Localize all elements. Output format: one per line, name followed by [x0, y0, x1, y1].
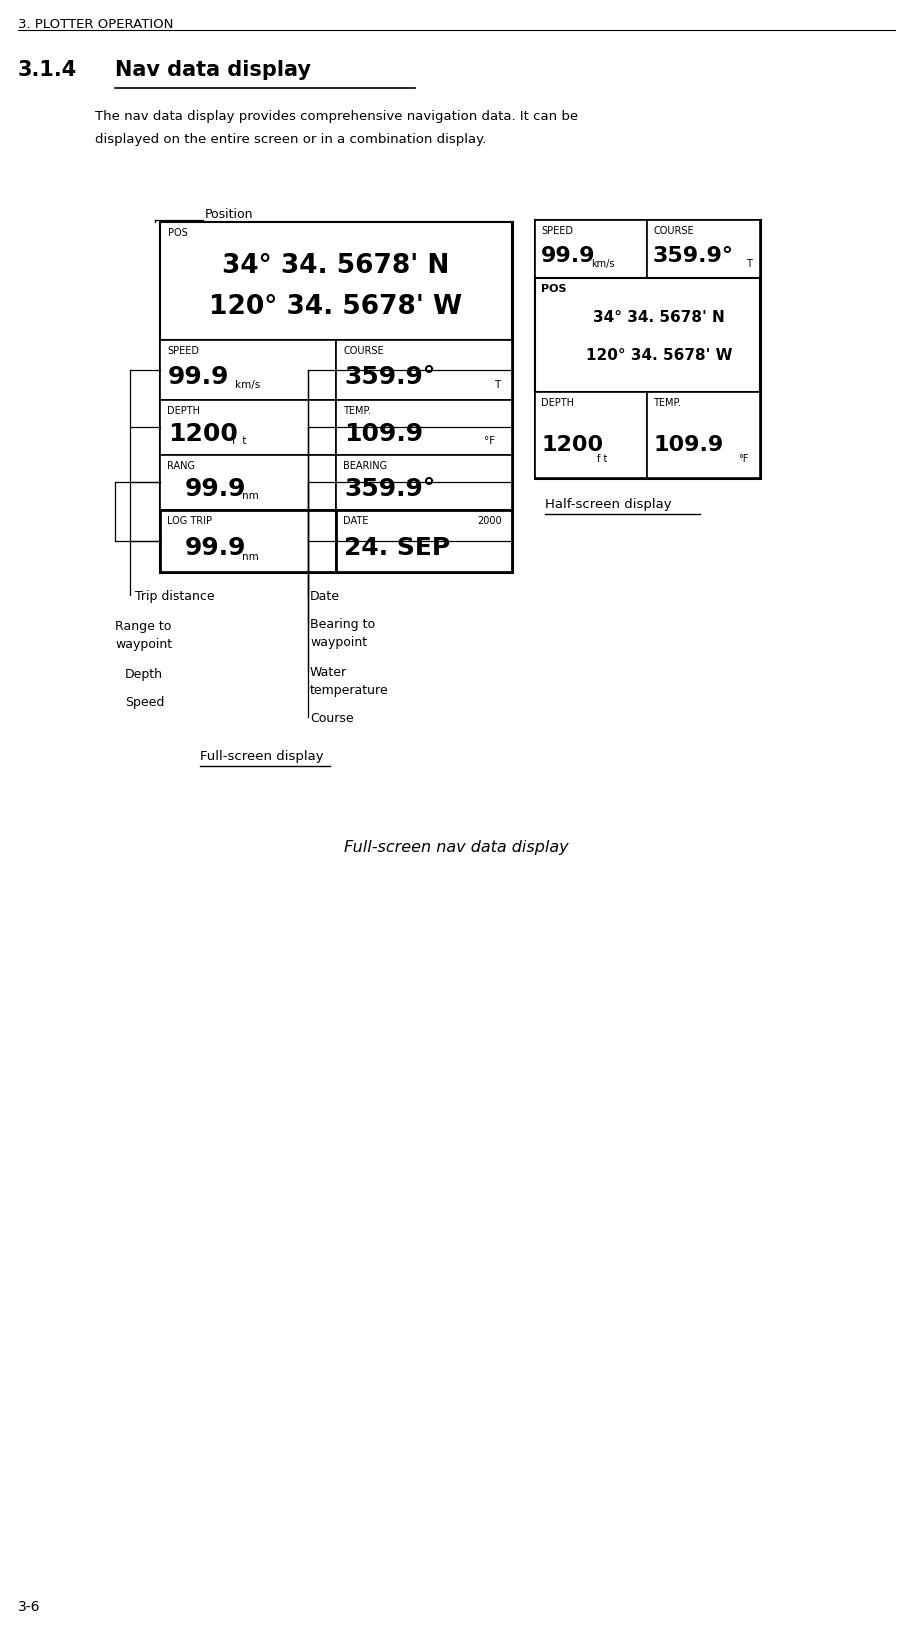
Text: 99.9: 99.9	[185, 536, 247, 560]
Text: 109.9: 109.9	[653, 435, 723, 456]
Text: T: T	[494, 381, 500, 391]
FancyBboxPatch shape	[336, 510, 512, 572]
FancyBboxPatch shape	[535, 221, 760, 479]
Text: Speed: Speed	[125, 696, 164, 709]
Text: COURSE: COURSE	[653, 225, 694, 235]
Text: DEPTH: DEPTH	[541, 399, 574, 408]
Text: Full-screen display: Full-screen display	[200, 750, 323, 763]
Text: 359.9°: 359.9°	[653, 247, 734, 266]
Text: °F: °F	[484, 436, 495, 446]
FancyBboxPatch shape	[647, 392, 760, 479]
FancyBboxPatch shape	[160, 510, 336, 572]
Text: RANG: RANG	[167, 461, 195, 471]
Text: POS: POS	[541, 284, 566, 294]
Text: f t: f t	[597, 454, 607, 464]
Text: 1200: 1200	[541, 435, 603, 456]
Text: 3-6: 3-6	[18, 1600, 40, 1614]
Text: SPEED: SPEED	[167, 346, 199, 356]
Text: 359.9°: 359.9°	[344, 366, 436, 389]
Text: 109.9: 109.9	[344, 422, 423, 446]
Text: COURSE: COURSE	[343, 346, 383, 356]
Text: Course: Course	[310, 712, 353, 725]
Text: Water: Water	[310, 667, 347, 680]
Text: waypoint: waypoint	[115, 637, 173, 650]
Text: 120° 34. 5678' W: 120° 34. 5678' W	[585, 348, 732, 363]
Text: displayed on the entire screen or in a combination display.: displayed on the entire screen or in a c…	[95, 132, 487, 145]
Text: 34° 34. 5678' N: 34° 34. 5678' N	[222, 253, 450, 279]
Text: 2000: 2000	[477, 516, 502, 526]
Text: Half-screen display: Half-screen display	[545, 498, 672, 511]
FancyBboxPatch shape	[535, 278, 760, 392]
FancyBboxPatch shape	[160, 340, 336, 400]
FancyBboxPatch shape	[535, 392, 647, 479]
Text: 120° 34. 5678' W: 120° 34. 5678' W	[209, 294, 463, 320]
Text: km/s: km/s	[235, 381, 260, 391]
Text: 3. PLOTTER OPERATION: 3. PLOTTER OPERATION	[18, 18, 173, 31]
Text: T: T	[746, 258, 752, 268]
Text: Full-screen nav data display: Full-screen nav data display	[343, 840, 568, 855]
Text: waypoint: waypoint	[310, 636, 367, 649]
Text: Bearing to: Bearing to	[310, 618, 375, 631]
Text: POS: POS	[168, 229, 188, 239]
Text: Depth: Depth	[125, 668, 163, 681]
Text: Date: Date	[310, 590, 340, 603]
Text: DATE: DATE	[343, 516, 368, 526]
Text: Nav data display: Nav data display	[115, 60, 311, 80]
Text: f  t: f t	[232, 436, 247, 446]
FancyBboxPatch shape	[535, 221, 647, 278]
Text: nm: nm	[242, 552, 258, 562]
FancyBboxPatch shape	[160, 454, 336, 510]
Text: TEMP.: TEMP.	[343, 405, 371, 417]
Text: 1200: 1200	[168, 422, 238, 446]
Text: 3.1.4: 3.1.4	[18, 60, 78, 80]
Text: 99.9: 99.9	[168, 366, 229, 389]
Text: SPEED: SPEED	[541, 225, 573, 235]
Text: km/s: km/s	[591, 258, 614, 268]
FancyBboxPatch shape	[336, 454, 512, 510]
Text: temperature: temperature	[310, 685, 389, 698]
Text: DEPTH: DEPTH	[167, 405, 200, 417]
FancyBboxPatch shape	[160, 222, 512, 572]
Text: BEARING: BEARING	[343, 461, 387, 471]
Text: Position: Position	[205, 208, 254, 221]
Text: Trip distance: Trip distance	[135, 590, 215, 603]
Text: 24. SEP: 24. SEP	[344, 536, 450, 560]
FancyBboxPatch shape	[336, 400, 512, 454]
Text: The nav data display provides comprehensive navigation data. It can be: The nav data display provides comprehens…	[95, 109, 578, 123]
Text: Range to: Range to	[115, 619, 172, 632]
Text: 34° 34. 5678' N: 34° 34. 5678' N	[593, 310, 725, 325]
FancyBboxPatch shape	[647, 221, 760, 278]
FancyBboxPatch shape	[160, 222, 512, 340]
Text: 99.9: 99.9	[185, 477, 247, 502]
Text: TEMP.: TEMP.	[653, 399, 681, 408]
Text: LOG TRIP: LOG TRIP	[167, 516, 212, 526]
Text: nm: nm	[242, 492, 258, 502]
Text: 99.9: 99.9	[541, 247, 595, 266]
Text: 359.9°: 359.9°	[344, 477, 436, 502]
Text: °F: °F	[738, 454, 749, 464]
FancyBboxPatch shape	[160, 400, 336, 454]
FancyBboxPatch shape	[336, 340, 512, 400]
